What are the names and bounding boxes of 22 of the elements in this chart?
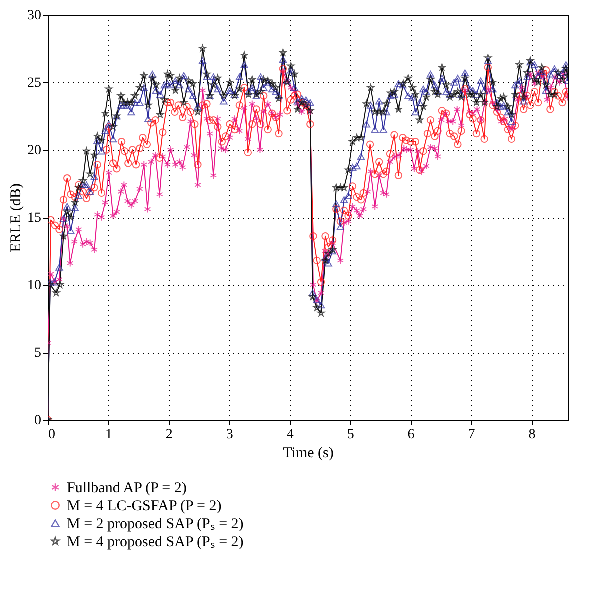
x-tick-label: 3 [226, 428, 234, 442]
x-tick-label: 7 [468, 428, 476, 442]
x-tick-label: 2 [166, 428, 173, 442]
x-tick-label: 8 [528, 428, 536, 442]
y-tick-label: 20 [28, 144, 42, 158]
y-tick-label: 5 [34, 346, 42, 361]
y-tick-label: 30 [28, 8, 42, 24]
legend-label: M = 2 proposed SAP (Pₛ = 2) [67, 516, 244, 532]
x-axis-title: Time (s) [283, 446, 334, 462]
x-tick-label: 4 [286, 428, 294, 442]
y-axis-title: ERLE (dB) [8, 184, 24, 252]
x-tick-label: 1 [105, 428, 112, 442]
legend-label: M = 4 proposed SAP (Pₛ = 2) [67, 534, 244, 550]
y-tick-label: 10 [28, 278, 42, 294]
y-tick-label: 0 [34, 414, 42, 428]
legend-label: M = 4 LC-GSFAP (P = 2) [67, 498, 222, 514]
x-tick-label: 0 [48, 428, 56, 442]
y-tick-label: 15 [28, 211, 42, 226]
y-tick-label: 25 [28, 76, 42, 91]
legend-label: Fullband AP (P = 2) [67, 480, 187, 496]
x-tick-label: 5 [347, 428, 354, 442]
x-tick-label: 6 [408, 428, 415, 442]
